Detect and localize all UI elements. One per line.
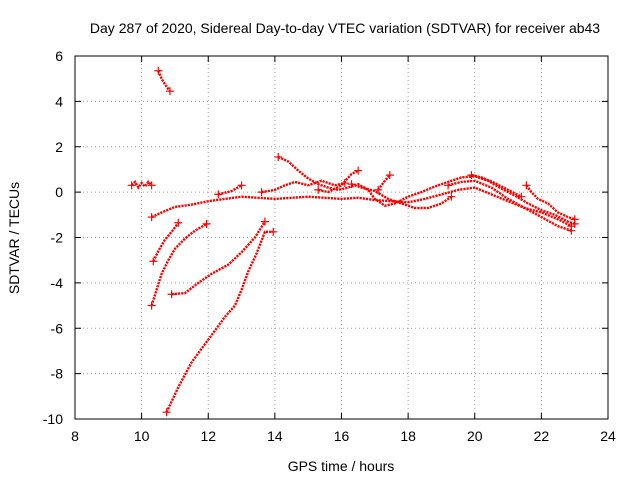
plus-marker — [374, 185, 383, 194]
series-arc-8 — [217, 184, 243, 196]
x-tick-label: 24 — [600, 428, 616, 444]
series-arc-16 — [525, 184, 576, 221]
y-tick-label: -8 — [51, 366, 64, 382]
plus-marker — [147, 213, 156, 222]
y-axis-label: SDTVAR / TECUs — [6, 182, 22, 294]
y-tick-label: 4 — [55, 93, 63, 109]
series-arc-9 — [261, 179, 346, 194]
x-tick-label: 18 — [400, 428, 416, 444]
plot-frame — [74, 55, 609, 420]
y-tick-label: -4 — [51, 275, 64, 291]
x-axis-label: GPS time / hours — [288, 458, 395, 474]
grid-lines — [75, 56, 608, 419]
y-tick-label: 2 — [55, 139, 63, 155]
series-arc-2 — [130, 179, 153, 190]
plus-marker — [174, 218, 183, 227]
series-arc-13 — [377, 174, 391, 191]
plus-marker — [467, 171, 476, 180]
plus-marker — [202, 219, 211, 228]
x-tick-label: 20 — [467, 428, 483, 444]
plus-marker — [214, 190, 223, 199]
plus-marker — [444, 181, 453, 190]
series-arc-14 — [447, 179, 572, 232]
y-tick-label: -10 — [43, 411, 63, 427]
series-arc-3 — [151, 186, 572, 228]
plus-marker — [165, 87, 174, 96]
series-arc-4 — [152, 222, 180, 262]
plus-marker — [385, 171, 394, 180]
plus-marker — [167, 290, 176, 299]
plus-marker — [447, 192, 456, 201]
series-arc-12 — [351, 183, 453, 210]
plus-marker — [147, 181, 156, 190]
x-tick-label: 22 — [534, 428, 550, 444]
series-arc-10 — [277, 155, 576, 226]
plus-marker — [257, 188, 266, 197]
chart-title: Day 287 of 2020, Sidereal Day-to-day VTE… — [90, 20, 600, 36]
plus-marker — [522, 181, 531, 190]
y-tick-label: 0 — [55, 184, 63, 200]
plus-marker — [147, 301, 156, 310]
series-arc-5 — [150, 222, 208, 306]
plus-marker — [314, 185, 323, 194]
plus-marker — [517, 192, 526, 201]
y-tick-label: -2 — [51, 230, 64, 246]
series-arc-11 — [317, 169, 359, 194]
x-tick-label: 16 — [334, 428, 350, 444]
series-arc-7 — [165, 230, 274, 413]
x-tick-label: 12 — [200, 428, 216, 444]
y-tick-label: 6 — [55, 48, 63, 64]
x-tick-label: 14 — [267, 428, 283, 444]
plus-marker — [127, 181, 136, 190]
plus-marker — [237, 181, 246, 190]
plus-marker — [570, 215, 579, 224]
plus-marker — [354, 166, 363, 175]
plus-marker — [274, 152, 283, 161]
plus-marker — [154, 66, 163, 75]
series-arc-15 — [471, 173, 522, 198]
series-arc-1 — [157, 70, 171, 92]
series-layer — [127, 66, 579, 417]
plus-marker — [162, 408, 171, 417]
x-tick-label: 8 — [71, 428, 79, 444]
y-tick-label: -6 — [51, 320, 64, 336]
plus-marker — [567, 226, 576, 235]
plus-marker — [347, 180, 356, 189]
plus-marker — [260, 217, 269, 226]
plus-marker — [269, 227, 278, 236]
plus-marker — [149, 257, 158, 266]
series-arc-6 — [171, 220, 266, 296]
x-tick-label: 10 — [134, 428, 150, 444]
